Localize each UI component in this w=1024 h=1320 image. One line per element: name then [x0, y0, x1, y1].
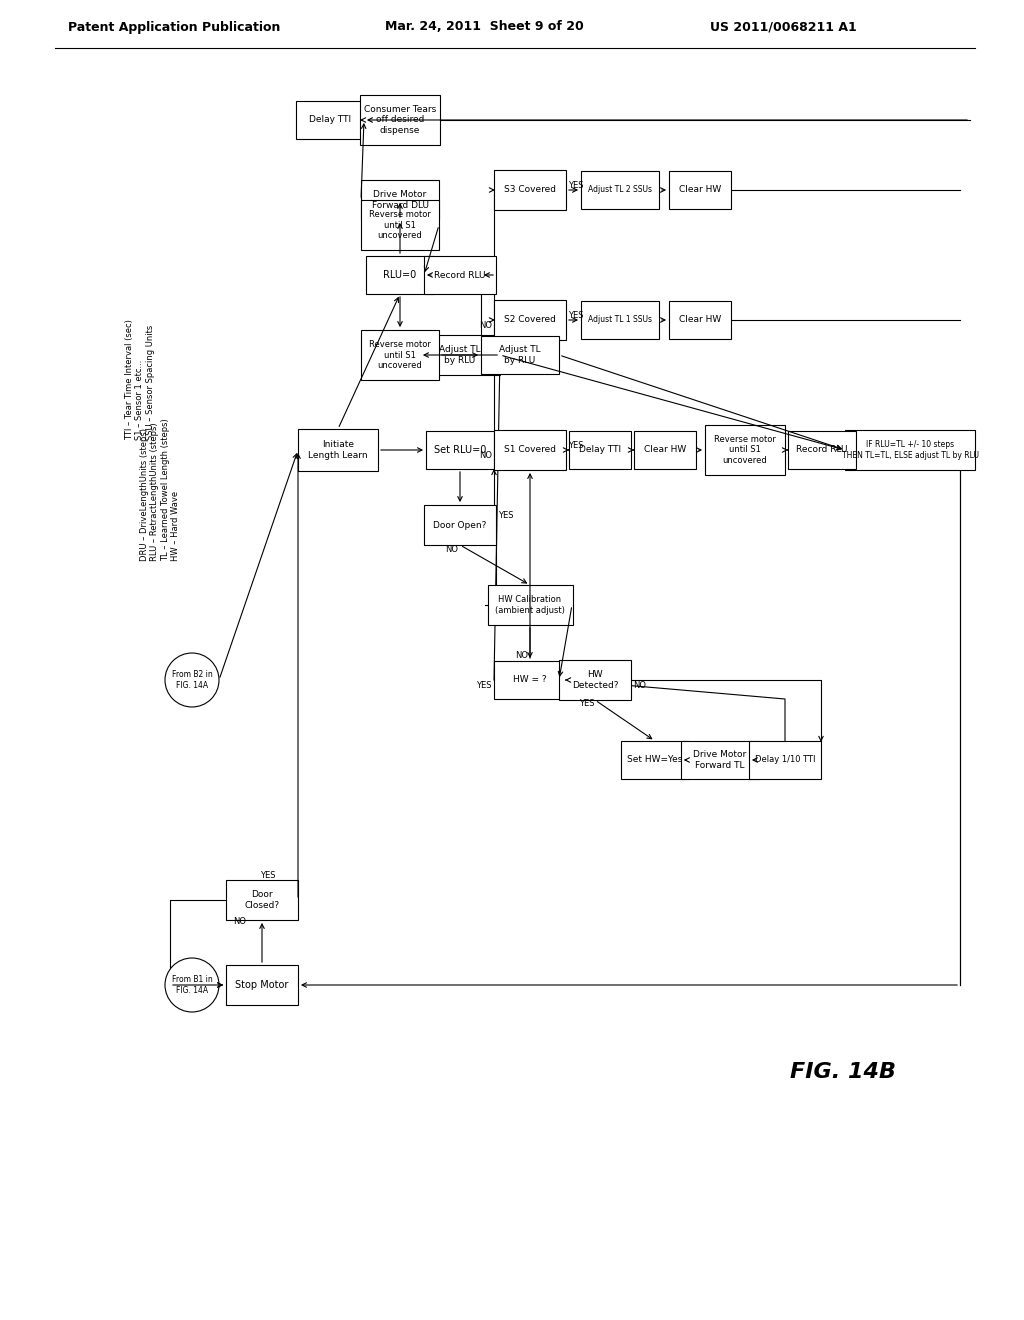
Text: YES: YES: [498, 511, 513, 520]
Text: From B2 in
FIG. 14A: From B2 in FIG. 14A: [172, 671, 212, 689]
Text: Delay 1/10 TTI: Delay 1/10 TTI: [755, 755, 815, 764]
Text: YES: YES: [568, 310, 584, 319]
Bar: [494, 300, 566, 341]
Bar: [559, 660, 631, 700]
Text: Record RLU: Record RLU: [434, 271, 485, 280]
Text: Set HW=Yes: Set HW=Yes: [628, 755, 683, 764]
Bar: [634, 432, 696, 469]
Bar: [494, 661, 566, 700]
Bar: [669, 172, 731, 209]
Text: TTI – Tear Time Interval (sec)
S1 – Sensor 1 etc...
SSU – Sensor Spacing Units: TTI – Tear Time Interval (sec) S1 – Sens…: [125, 319, 155, 441]
Text: HW = ?: HW = ?: [513, 676, 547, 685]
Text: Delay TTI: Delay TTI: [309, 116, 351, 124]
Text: Drive Motor
Forward TL: Drive Motor Forward TL: [693, 750, 746, 770]
Text: Reverse motor
until S1
uncovered: Reverse motor until S1 uncovered: [714, 436, 776, 465]
Text: Drive Motor
Forward DLU: Drive Motor Forward DLU: [372, 190, 428, 210]
Text: Clear HW: Clear HW: [679, 315, 721, 325]
Text: YES: YES: [476, 681, 492, 689]
Bar: [669, 301, 731, 339]
Text: Initiate
Length Learn: Initiate Length Learn: [308, 441, 368, 459]
Text: Adjust TL 1 SSUs: Adjust TL 1 SSUs: [588, 315, 652, 325]
Text: Reverse motor
until S1
uncovered: Reverse motor until S1 uncovered: [369, 341, 431, 370]
Text: DRU – DriveLengthUnits (steps)
RLU – RetractLengthUnits (steps)
TL – Learned Tow: DRU – DriveLengthUnits (steps) RLU – Ret…: [140, 418, 180, 561]
Bar: [569, 432, 631, 469]
Bar: [621, 741, 689, 779]
Bar: [581, 301, 659, 339]
Text: NO: NO: [445, 544, 459, 553]
Bar: [494, 170, 566, 210]
Bar: [226, 880, 298, 920]
Text: NO: NO: [515, 652, 528, 660]
Bar: [749, 741, 821, 779]
Bar: [360, 95, 440, 145]
Text: Record RLU: Record RLU: [797, 446, 848, 454]
Bar: [788, 432, 856, 469]
Bar: [361, 330, 439, 380]
Bar: [298, 429, 378, 471]
Text: Mar. 24, 2011  Sheet 9 of 20: Mar. 24, 2011 Sheet 9 of 20: [385, 21, 584, 33]
Bar: [494, 430, 566, 470]
Bar: [424, 256, 496, 294]
Text: NO: NO: [633, 681, 646, 689]
Bar: [487, 585, 572, 624]
Circle shape: [165, 958, 219, 1012]
Bar: [420, 335, 500, 375]
Text: Adjust TL 2 SSUs: Adjust TL 2 SSUs: [588, 186, 652, 194]
Text: Set RLU=0: Set RLU=0: [434, 445, 486, 455]
Text: FIG. 14B: FIG. 14B: [790, 1063, 896, 1082]
Bar: [705, 425, 785, 475]
Bar: [426, 432, 494, 469]
Text: Clear HW: Clear HW: [679, 186, 721, 194]
Text: NO: NO: [233, 917, 247, 927]
Text: From B1 in
FIG. 14A: From B1 in FIG. 14A: [172, 975, 212, 995]
Bar: [481, 337, 559, 374]
Text: S3 Covered: S3 Covered: [504, 186, 556, 194]
Text: US 2011/0068211 A1: US 2011/0068211 A1: [710, 21, 857, 33]
Text: Stop Motor: Stop Motor: [236, 979, 289, 990]
Text: YES: YES: [260, 870, 275, 879]
Text: Adjust TL
by RLU: Adjust TL by RLU: [439, 346, 481, 364]
Circle shape: [165, 653, 219, 708]
Text: Adjust TL
by RLU: Adjust TL by RLU: [499, 346, 541, 364]
Text: S2 Covered: S2 Covered: [504, 315, 556, 325]
Text: YES: YES: [568, 441, 584, 450]
Text: Reverse motor
until S1
uncovered: Reverse motor until S1 uncovered: [369, 210, 431, 240]
Bar: [366, 256, 434, 294]
Text: RLU=0: RLU=0: [383, 271, 417, 280]
Bar: [226, 965, 298, 1005]
Text: Patent Application Publication: Patent Application Publication: [68, 21, 281, 33]
Text: NO: NO: [479, 321, 492, 330]
Text: Clear HW: Clear HW: [644, 446, 686, 454]
Text: Consumer Tears
off desired
dispense: Consumer Tears off desired dispense: [364, 106, 436, 135]
Text: HW Calibration
(ambient adjust): HW Calibration (ambient adjust): [495, 595, 565, 615]
Text: Door
Closed?: Door Closed?: [245, 890, 280, 909]
Text: S1 Covered: S1 Covered: [504, 446, 556, 454]
Bar: [845, 430, 975, 470]
Bar: [361, 201, 439, 249]
Text: NO: NO: [479, 450, 492, 459]
Bar: [296, 102, 364, 139]
Text: YES: YES: [568, 181, 584, 190]
Text: Door Open?: Door Open?: [433, 520, 486, 529]
Bar: [581, 172, 659, 209]
Text: Delay TTI: Delay TTI: [579, 446, 622, 454]
Text: IF RLU=TL +/- 10 steps
THEN TL=TL, ELSE adjust TL by RLU: IF RLU=TL +/- 10 steps THEN TL=TL, ELSE …: [842, 441, 979, 459]
Text: HW
Detected?: HW Detected?: [571, 671, 618, 689]
Text: YES: YES: [580, 700, 595, 709]
Bar: [361, 180, 439, 220]
Bar: [424, 506, 496, 545]
Bar: [681, 741, 759, 779]
